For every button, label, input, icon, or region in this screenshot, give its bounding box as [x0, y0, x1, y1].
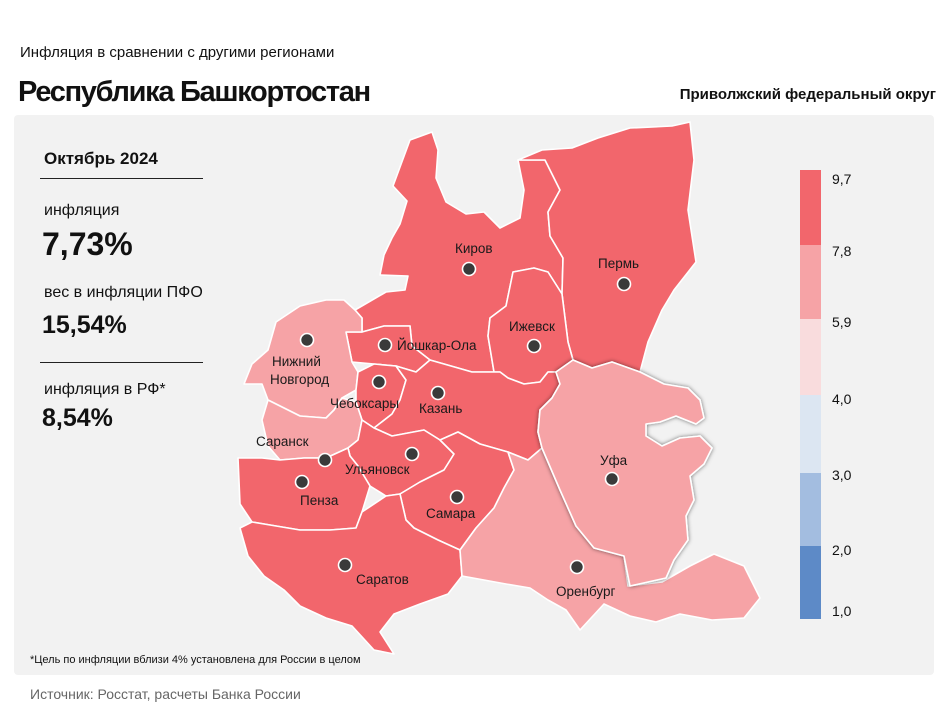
legend-tick-2: 7,8 — [832, 243, 852, 259]
city-label-ulyanovsk: Ульяновск — [345, 462, 410, 477]
city-label-orenburg: Оренбург — [556, 584, 616, 599]
city-label-yoshkar-ola: Йошкар-Ола — [397, 338, 477, 353]
legend-tick-5: 3,0 — [832, 467, 852, 483]
city-labels: Киров Пермь Ижевск Йошкар-Ола Нижний Нов… — [256, 241, 639, 599]
divider-top — [40, 178, 203, 179]
weight-value: 15,54% — [42, 311, 127, 339]
city-label-saratov: Саратов — [356, 572, 409, 587]
legend-tick-1: 9,7 — [832, 171, 852, 187]
city-label-kirov: Киров — [455, 241, 493, 256]
city-dot-ulyanovsk — [404, 446, 420, 462]
legend-bin-5 — [800, 473, 821, 546]
color-legend: 9,7 7,8 5,9 4,0 3,0 2,0 1,0 — [800, 170, 852, 619]
city-label-nizhny-2: Новгород — [270, 372, 329, 387]
page-title: Республика Башкортостан — [18, 76, 371, 108]
city-label-nizhny-1: Нижний — [272, 354, 321, 369]
inflation-value: 7,73% — [42, 226, 133, 262]
city-dot-orenburg — [569, 559, 585, 575]
city-dot-ufa — [604, 471, 620, 487]
legend-bin-3 — [800, 319, 821, 395]
city-dot-nizhny-novgorod — [299, 332, 315, 348]
divider-bottom — [40, 362, 203, 363]
legend-tick-7: 1,0 — [832, 603, 852, 619]
region-perm — [517, 121, 697, 373]
legend-tick-4: 4,0 — [832, 391, 852, 407]
city-label-izhevsk: Ижевск — [509, 319, 555, 334]
period-label: Октябрь 2024 — [44, 149, 158, 168]
city-label-penza: Пенза — [300, 493, 339, 508]
city-dot-cheboksary — [371, 374, 387, 390]
city-label-samara: Самара — [426, 506, 476, 521]
city-dot-kazan — [430, 385, 446, 401]
city-dot-yoshkar-ola — [377, 337, 393, 353]
city-dot-samara — [449, 489, 465, 505]
inflation-label: инфляция — [44, 202, 120, 219]
city-dot-kirov — [461, 261, 477, 277]
rf-inflation-label: инфляция в РФ* — [44, 381, 166, 398]
city-label-saransk: Саранск — [256, 434, 309, 449]
city-label-cheboksary: Чебоксары — [330, 396, 399, 411]
city-label-perm: Пермь — [598, 256, 639, 271]
city-dot-penza — [294, 474, 310, 490]
district-label: Приволжский федеральный округ — [679, 86, 936, 103]
rf-inflation-value: 8,54% — [42, 404, 113, 432]
city-dot-saransk — [317, 452, 333, 468]
city-dot-saratov — [337, 557, 353, 573]
weight-label: вес в инфляции ПФО — [44, 284, 203, 301]
legend-tick-6: 2,0 — [832, 542, 852, 558]
city-dot-perm — [616, 276, 632, 292]
source-note: Источник: Росстат, расчеты Банка России — [30, 686, 301, 702]
legend-bin-4 — [800, 395, 821, 473]
legend-bin-2 — [800, 245, 821, 319]
city-dot-izhevsk — [526, 338, 542, 354]
region-bashkortostan — [537, 359, 713, 587]
footnote: *Цель по инфляции вблизи 4% установлена … — [30, 654, 361, 666]
city-dots — [294, 261, 632, 575]
page-subtitle: Инфляция в сравнении с другими регионами — [20, 44, 335, 61]
legend-bin-6 — [800, 546, 821, 619]
city-label-ufa: Уфа — [600, 453, 628, 468]
legend-tick-3: 5,9 — [832, 314, 852, 330]
legend-bin-1 — [800, 170, 821, 245]
city-label-kazan: Казань — [419, 401, 462, 416]
